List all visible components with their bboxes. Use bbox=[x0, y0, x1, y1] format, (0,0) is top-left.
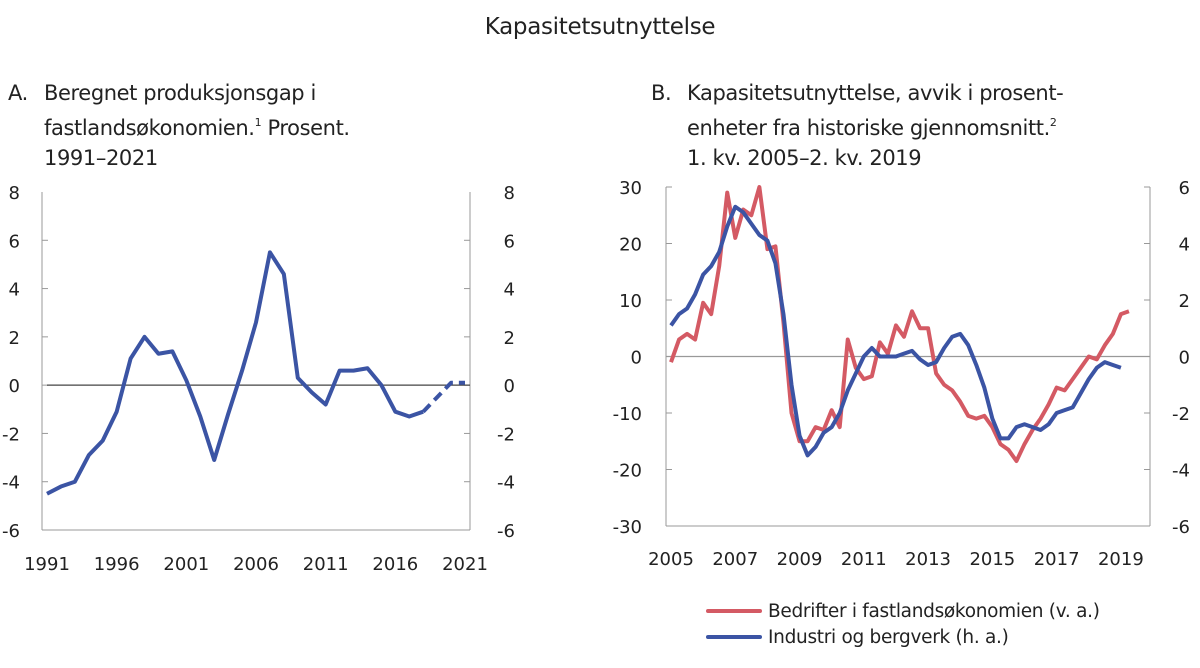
footnote-marker-2: 2 bbox=[1049, 116, 1057, 129]
legend-swatch-blue bbox=[706, 635, 762, 639]
y-tick-label-right: 4 bbox=[1179, 235, 1190, 256]
panel-b-title-line-1: Kapasitetsutnyttelse, avvik i prosent- bbox=[687, 81, 1064, 105]
series-line-production-gap bbox=[46, 250, 424, 496]
legend-item-industri: Industri og bergverk (h. a.) bbox=[706, 624, 1100, 650]
panel-a-title-line-2: fastlandsøkonomien. bbox=[44, 116, 255, 140]
y-tick-label-left: -2 bbox=[2, 424, 20, 445]
y-tick-label-left: 0 bbox=[9, 376, 20, 397]
series-line-bedrifter bbox=[669, 185, 1130, 464]
y-tick-label-left: -20 bbox=[613, 461, 642, 482]
x-tick-label: 2011 bbox=[303, 554, 349, 575]
y-tick-label-left: 0 bbox=[631, 348, 642, 369]
legend-swatch-red bbox=[706, 609, 762, 613]
y-tick-label-left: -6 bbox=[2, 521, 20, 542]
panel-b-title-line-3: 1. kv. 2005–2. kv. 2019 bbox=[687, 146, 922, 170]
y-tick-label-left: 4 bbox=[9, 280, 20, 301]
x-tick-label: 2011 bbox=[841, 549, 887, 570]
y-tick-label-left: 30 bbox=[619, 178, 642, 199]
x-tick-label: 2013 bbox=[905, 549, 951, 570]
y-tick-label-right: -4 bbox=[1172, 461, 1190, 482]
panel-a-title-line-2b: Prosent. bbox=[267, 116, 350, 140]
y-tick-label-left: 20 bbox=[619, 235, 642, 256]
panel-b-title-line-2: enheter fra historiske gjennomsnitt. bbox=[687, 116, 1050, 140]
x-tick-label: 2017 bbox=[1034, 549, 1080, 570]
legend: Bedrifter i fastlandsøkonomien (v. a.) I… bbox=[706, 598, 1100, 650]
y-tick-label-right: 0 bbox=[504, 376, 515, 397]
legend-label: Industri og bergverk (h. a.) bbox=[768, 626, 1009, 648]
x-tick-label: 2006 bbox=[233, 554, 279, 575]
y-tick-label-right: 6 bbox=[504, 231, 515, 252]
y-tick-label-right: -2 bbox=[1172, 404, 1190, 425]
y-tick-label-right: 2 bbox=[1179, 291, 1190, 312]
x-tick-label: 2021 bbox=[442, 554, 488, 575]
y-tick-label-right: -6 bbox=[1172, 517, 1190, 538]
x-tick-label: 1996 bbox=[94, 554, 140, 575]
series-line-forecast bbox=[421, 380, 465, 414]
x-tick-label: 2005 bbox=[648, 549, 694, 570]
panel-a-title: A. Beregnet produksjonsgap i fastlandsøk… bbox=[8, 78, 568, 178]
x-tick-label: 2009 bbox=[777, 549, 823, 570]
panel-a-letter: A. bbox=[8, 81, 28, 105]
panel-b-title: B. Kapasitetsutnyttelse, avvik i prosent… bbox=[651, 78, 1200, 178]
legend-label: Bedrifter i fastlandsøkonomien (v. a.) bbox=[768, 600, 1100, 622]
x-tick-label: 1991 bbox=[24, 554, 70, 575]
y-tick-label-right: -2 bbox=[497, 424, 515, 445]
panel-a-title-line-1: Beregnet produksjonsgap i bbox=[44, 81, 316, 105]
panel-b-letter: B. bbox=[651, 81, 672, 105]
y-tick-label-left: -4 bbox=[2, 473, 20, 494]
x-tick-label: 2016 bbox=[372, 554, 418, 575]
footnote-marker-1: 1 bbox=[254, 116, 262, 129]
y-tick-label-right: 6 bbox=[1179, 178, 1190, 199]
y-tick-label-left: 8 bbox=[9, 183, 20, 204]
y-tick-label-left: 2 bbox=[9, 328, 20, 349]
series-line-industri bbox=[669, 204, 1122, 458]
y-tick-label-right: 4 bbox=[504, 280, 515, 301]
y-tick-label-left: 10 bbox=[619, 291, 642, 312]
y-tick-label-right: 2 bbox=[504, 328, 515, 349]
x-tick-label: 2015 bbox=[969, 549, 1015, 570]
y-tick-label-right: 0 bbox=[1179, 348, 1190, 369]
x-tick-label: 2019 bbox=[1098, 549, 1144, 570]
legend-item-bedrifter: Bedrifter i fastlandsøkonomien (v. a.) bbox=[706, 598, 1100, 624]
y-tick-label-left: -30 bbox=[613, 517, 642, 538]
panel-a-title-line-3: 1991–2021 bbox=[44, 146, 158, 170]
x-tick-label: 2007 bbox=[712, 549, 758, 570]
y-tick-label-right: 8 bbox=[504, 183, 515, 204]
y-tick-label-right: -6 bbox=[497, 521, 515, 542]
y-tick-label-right: -4 bbox=[497, 473, 515, 494]
y-tick-label-left: 6 bbox=[9, 231, 20, 252]
y-tick-label-left: -10 bbox=[613, 404, 642, 425]
x-tick-label: 2001 bbox=[163, 554, 209, 575]
figure-title: Kapasitetsutnyttelse bbox=[484, 14, 716, 40]
